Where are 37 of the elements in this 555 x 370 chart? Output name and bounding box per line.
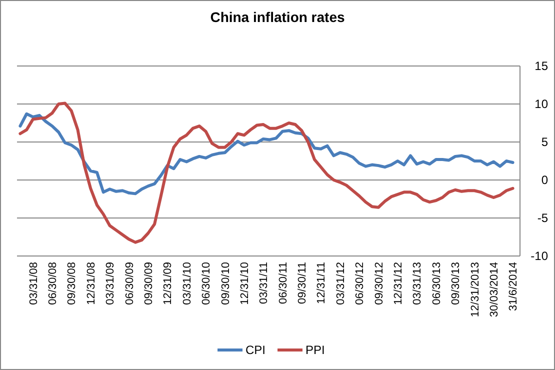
y-tick-label: -10 [530, 249, 548, 264]
x-tick-label: 03/31/12 [334, 262, 347, 305]
x-tick-label: 03/31/10 [181, 262, 194, 305]
x-tick-label: 09/30/11 [296, 262, 309, 304]
x-tick-label: 06/30/09 [124, 262, 136, 305]
x-tick-label: 06/30/10 [200, 262, 213, 305]
x-tick-label: 12/31/12 [392, 262, 404, 305]
x-tick-label: 06/30/08 [47, 262, 60, 305]
x-tick-label: 03/31/13 [412, 262, 424, 305]
x-tick-label: 12/31/11 [316, 262, 328, 304]
y-tick-label: 5 [541, 135, 548, 150]
line-series [18, 112, 514, 196]
line-series [18, 102, 514, 244]
x-tick-label: 30/03/2014 [488, 262, 500, 318]
legend-label: CPI [246, 343, 266, 358]
y-tick-label: 0 [541, 173, 548, 188]
x-tick-label: 12/31/08 [85, 262, 98, 305]
x-tick-label: 03/31/08 [28, 262, 40, 305]
chart-title: China inflation rates [210, 9, 345, 25]
x-tick-label: 03/31/09 [104, 262, 117, 305]
x-tick-label: 06/30/12 [354, 262, 366, 305]
x-tick-label: 09/30/08 [66, 262, 78, 305]
x-tick-label: 03/31/11 [258, 262, 270, 304]
legend-label: PPI [306, 343, 325, 358]
y-tick-label: -5 [537, 211, 548, 226]
x-tick-label: 31/6/2014 [508, 262, 520, 311]
x-tick-label: 09/30/09 [142, 262, 155, 305]
x-tick-label: 09/30/12 [373, 262, 386, 305]
x-tick-label: 06/30/13 [430, 262, 443, 305]
y-tick-label: 15 [534, 59, 548, 74]
x-tick-label: 09/30/13 [450, 262, 462, 305]
x-tick-label: 09/30/10 [220, 262, 232, 305]
x-tick-label: 06/30/11 [277, 262, 290, 304]
y-tick-label: 10 [534, 97, 548, 112]
x-tick-label: 12/31/09 [162, 262, 174, 305]
x-tick-label: 12/31/10 [238, 262, 251, 305]
x-tick-label: 12/31/2013 [469, 262, 482, 318]
